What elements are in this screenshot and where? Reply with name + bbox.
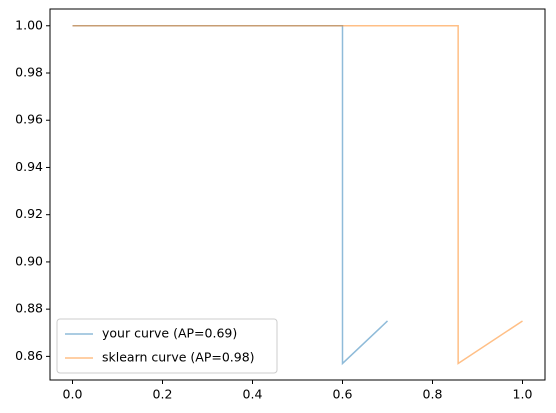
y-tick-label: 1.00 xyxy=(15,17,43,32)
x-tick-label: 0.2 xyxy=(153,387,173,402)
axes-frame xyxy=(49,8,546,381)
y-tick-label: 0.86 xyxy=(15,348,43,363)
x-tick-label: 0.0 xyxy=(63,387,83,402)
line-series xyxy=(72,25,523,365)
legend-box xyxy=(56,318,278,374)
legend-label: sklearn curve (AP=0.98) xyxy=(102,350,255,365)
y-tick-label: 0.88 xyxy=(15,301,43,316)
y-tick-label: 0.94 xyxy=(15,159,43,174)
x-tick-label: 0.6 xyxy=(333,387,353,402)
x-tick-label: 0.8 xyxy=(423,387,443,402)
y-tick-label: 0.90 xyxy=(15,253,43,268)
x-tick-label: 1.0 xyxy=(513,387,533,402)
x-tick-label: 0.4 xyxy=(243,387,263,402)
line-series xyxy=(72,25,389,366)
legend-label: your curve (AP=0.69) xyxy=(102,326,237,341)
y-tick-label: 0.98 xyxy=(15,64,43,79)
y-tick-label: 0.92 xyxy=(15,206,43,221)
y-tick-label: 0.96 xyxy=(15,112,43,127)
